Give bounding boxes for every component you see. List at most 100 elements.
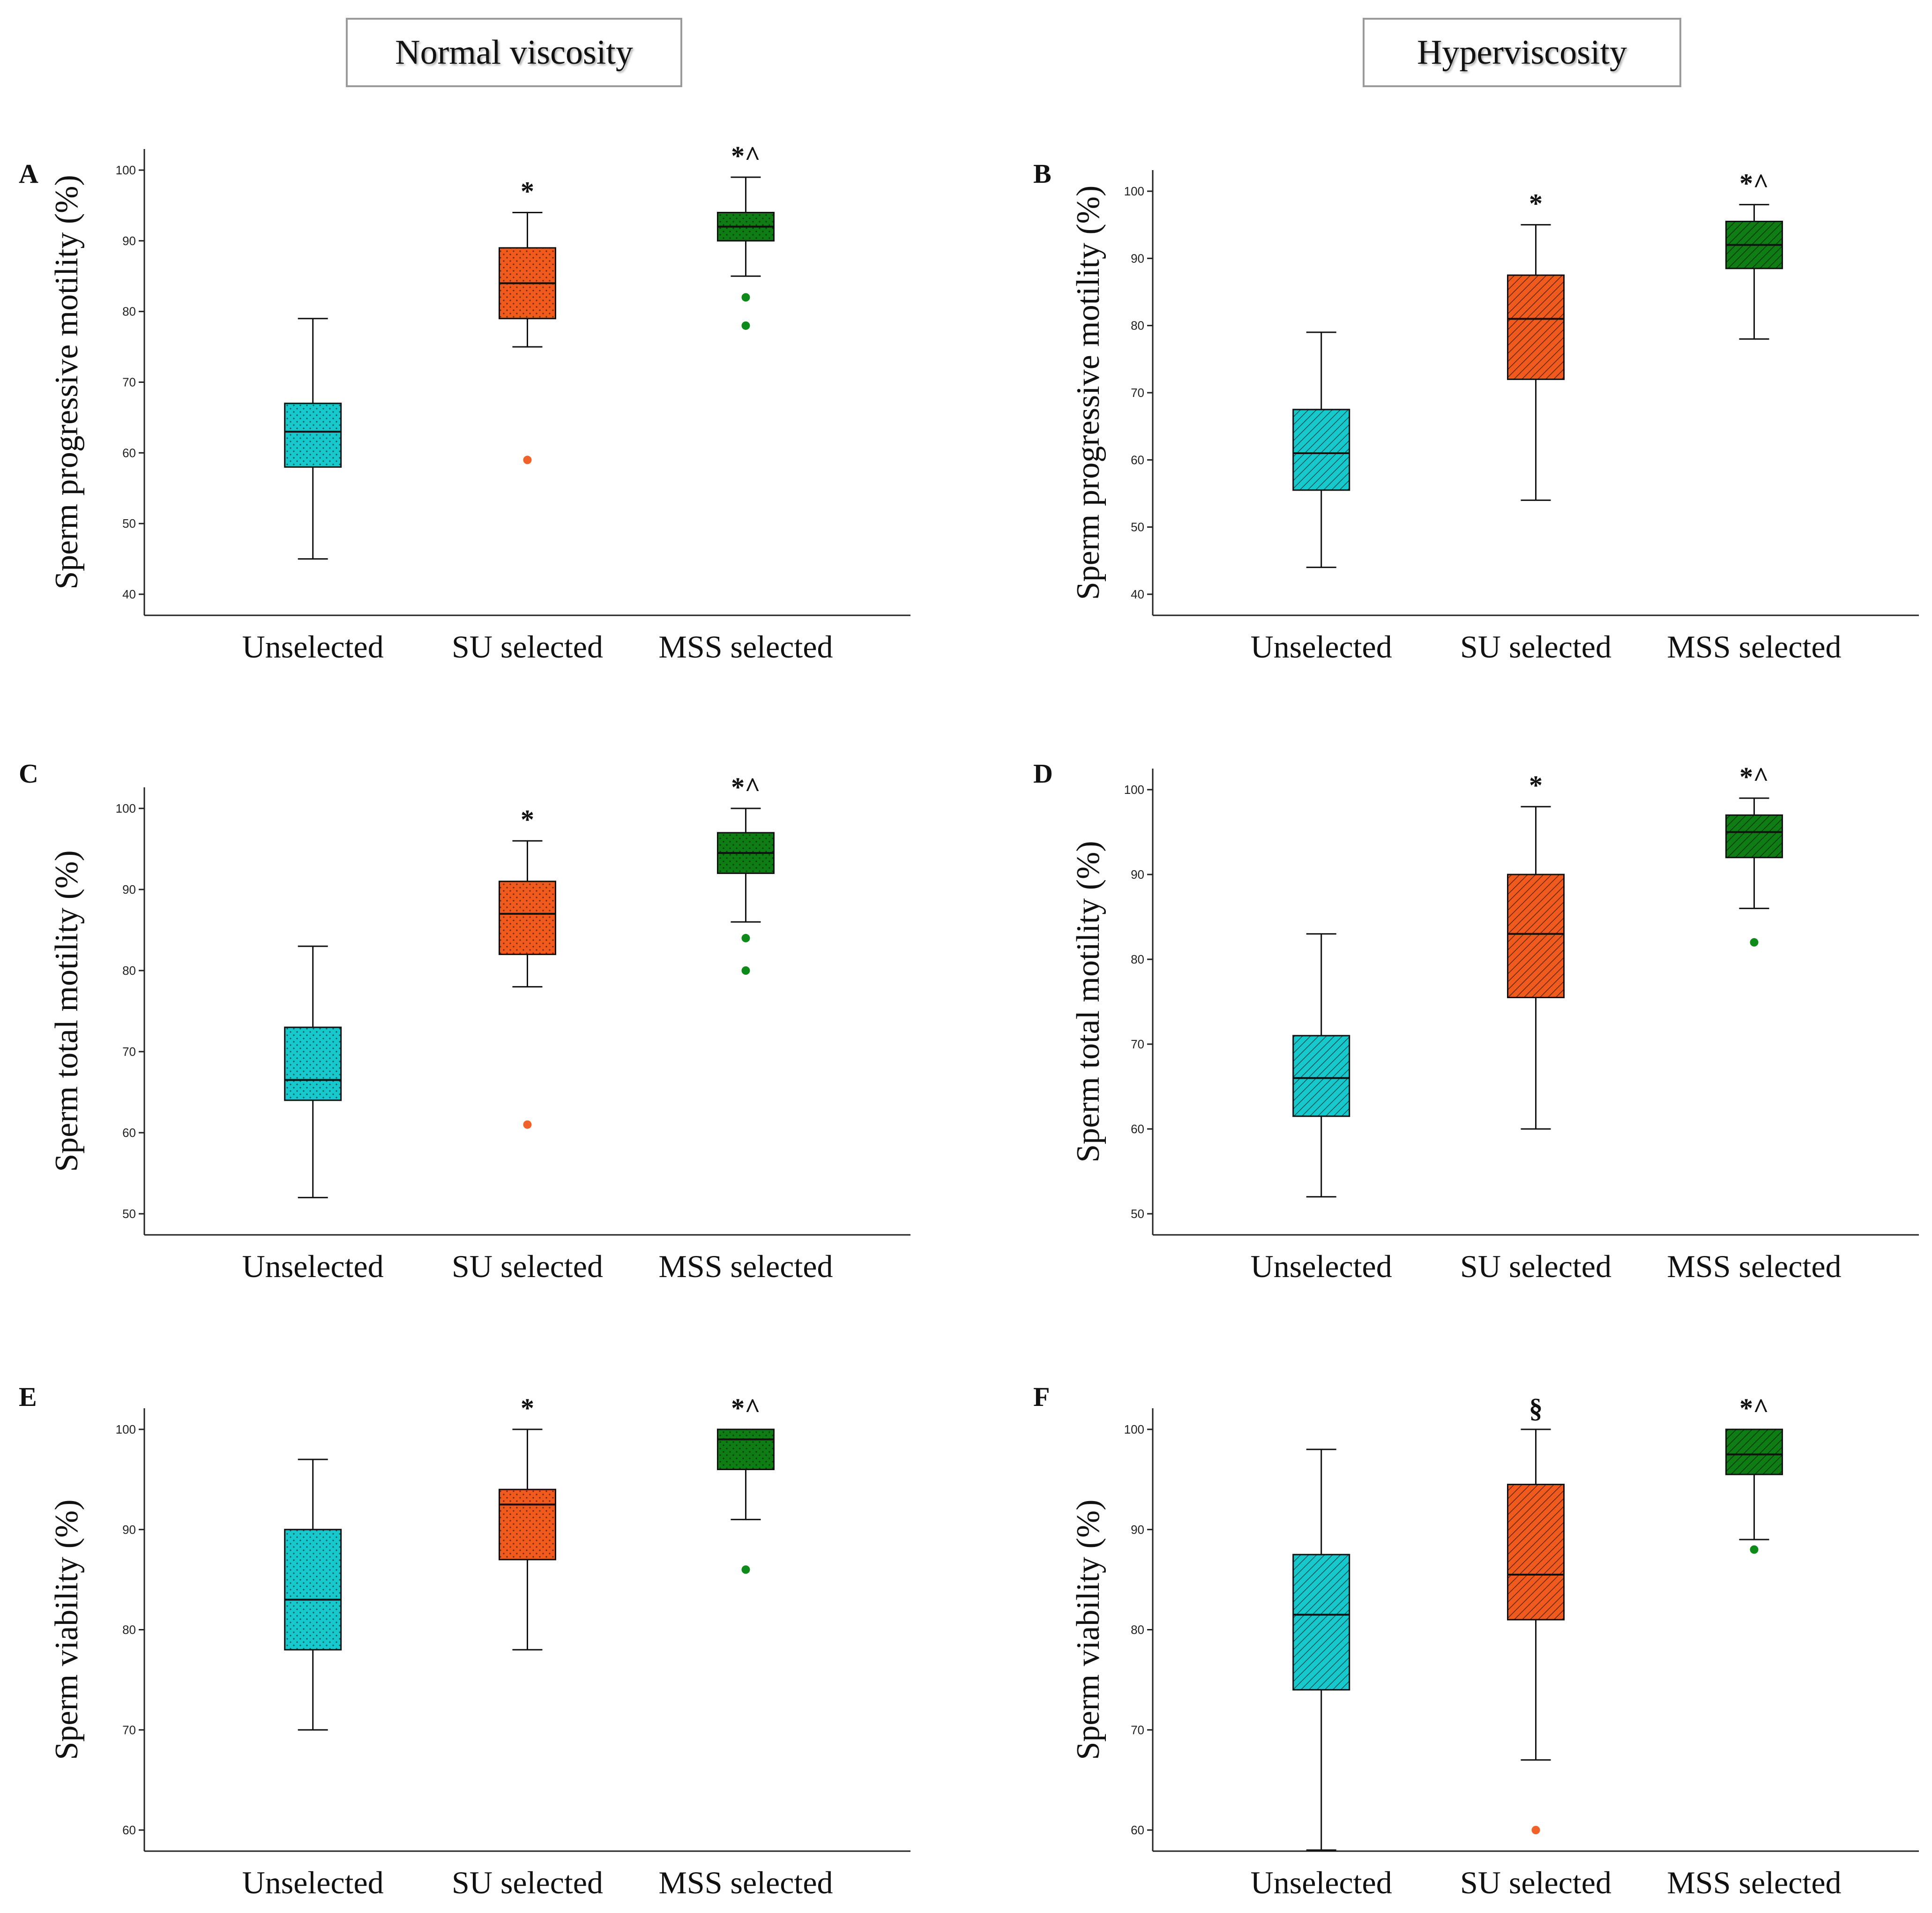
y-tick-label-b: 40 xyxy=(1131,587,1144,601)
outlier-c-mss-selected xyxy=(741,966,750,975)
significance-mark-a-su-selected: * xyxy=(521,176,534,207)
significance-mark-a-mss-selected: *^ xyxy=(731,141,761,171)
y-tick-label-f: 90 xyxy=(1131,1523,1144,1537)
y-tick-label-d: 80 xyxy=(1131,952,1144,966)
x-tick-label-c-su-selected: SU selected xyxy=(452,1248,603,1284)
y-tick-label-b: 90 xyxy=(1131,251,1144,265)
y-tick-label-d: 100 xyxy=(1124,783,1144,797)
box-pattern-f-unselected xyxy=(1293,1554,1350,1690)
panel-label-e: E xyxy=(19,1382,37,1412)
y-tick-label-c: 60 xyxy=(122,1126,136,1140)
column-header-normal-viscosity: Normal viscosity xyxy=(346,18,682,87)
x-tick-label-c-mss-selected: MSS selected xyxy=(658,1248,833,1284)
y-tick-label-c: 90 xyxy=(122,882,136,897)
y-tick-label-a: 50 xyxy=(122,516,136,531)
y-tick-label-b: 50 xyxy=(1131,520,1144,534)
significance-mark-f-su-selected: § xyxy=(1529,1393,1543,1423)
x-tick-label-d-unselected: Unselected xyxy=(1251,1248,1392,1284)
significance-mark-d-su-selected: * xyxy=(1529,770,1543,800)
x-tick-label-a-mss-selected: MSS selected xyxy=(658,629,833,665)
x-tick-label-a-su-selected: SU selected xyxy=(452,629,603,665)
y-tick-label-a: 80 xyxy=(122,305,136,319)
outlier-c-su-selected xyxy=(523,1120,532,1129)
box-pattern-b-unselected xyxy=(1293,409,1350,490)
outlier-f-mss-selected xyxy=(1750,1545,1759,1554)
y-tick-label-a: 100 xyxy=(116,163,136,177)
y-tick-label-e: 80 xyxy=(122,1623,136,1637)
y-tick-label-d: 60 xyxy=(1131,1122,1144,1136)
y-tick-label-a: 70 xyxy=(122,375,136,389)
outlier-a-mss-selected xyxy=(741,321,750,330)
x-tick-label-b-mss-selected: MSS selected xyxy=(1667,629,1841,665)
box-pattern-e-unselected xyxy=(284,1529,341,1650)
x-tick-label-b-unselected: Unselected xyxy=(1251,629,1392,665)
significance-mark-e-mss-selected: *^ xyxy=(731,1393,761,1423)
box-pattern-d-mss-selected xyxy=(1726,815,1783,858)
x-tick-label-d-mss-selected: MSS selected xyxy=(1667,1248,1841,1284)
y-tick-label-f: 70 xyxy=(1131,1723,1144,1737)
y-tick-label-f: 60 xyxy=(1131,1823,1144,1837)
y-tick-label-c: 50 xyxy=(122,1207,136,1221)
significance-mark-b-mss-selected: *^ xyxy=(1739,168,1769,199)
significance-mark-f-mss-selected: *^ xyxy=(1739,1393,1769,1423)
x-tick-label-e-mss-selected: MSS selected xyxy=(658,1865,833,1900)
box-pattern-c-su-selected xyxy=(499,881,556,955)
y-tick-label-b: 60 xyxy=(1131,453,1144,467)
y-tick-label-e: 100 xyxy=(116,1422,136,1436)
y-tick-label-e: 70 xyxy=(122,1723,136,1737)
x-tick-label-e-su-selected: SU selected xyxy=(452,1865,603,1900)
box-pattern-b-su-selected xyxy=(1507,275,1564,380)
box-pattern-f-su-selected xyxy=(1507,1484,1564,1620)
significance-mark-b-su-selected: * xyxy=(1529,188,1543,219)
outlier-e-mss-selected xyxy=(741,1565,750,1574)
panel-label-d: D xyxy=(1033,758,1053,789)
panel-label-c: C xyxy=(19,758,38,789)
column-header-hyperviscosity: Hyperviscosity xyxy=(1363,18,1681,87)
box-pattern-e-mss-selected xyxy=(717,1429,774,1470)
outlier-a-su-selected xyxy=(523,456,532,464)
panel-label-a: A xyxy=(19,158,38,189)
outlier-c-mss-selected xyxy=(741,934,750,942)
y-tick-label-a: 60 xyxy=(122,446,136,460)
y-axis-title-a: Sperm progressive motility (%) xyxy=(49,175,85,590)
panel-label-b: B xyxy=(1033,158,1052,189)
x-tick-label-f-mss-selected: MSS selected xyxy=(1667,1865,1841,1900)
box-pattern-d-su-selected xyxy=(1507,874,1564,998)
y-tick-label-e: 60 xyxy=(122,1823,136,1837)
significance-mark-e-su-selected: * xyxy=(521,1393,534,1423)
y-axis-title-e: Sperm viability (%) xyxy=(49,1499,85,1760)
significance-mark-c-mss-selected: *^ xyxy=(731,772,761,802)
outlier-f-su-selected xyxy=(1531,1826,1540,1834)
x-tick-label-e-unselected: Unselected xyxy=(242,1865,384,1900)
significance-mark-d-mss-selected: *^ xyxy=(1739,762,1769,792)
y-tick-label-d: 70 xyxy=(1131,1037,1144,1051)
x-tick-label-c-unselected: Unselected xyxy=(242,1248,384,1284)
y-tick-label-b: 70 xyxy=(1131,386,1144,400)
y-axis-title-f: Sperm viability (%) xyxy=(1070,1499,1106,1760)
box-pattern-d-unselected xyxy=(1293,1035,1350,1116)
x-tick-label-f-su-selected: SU selected xyxy=(1460,1865,1611,1900)
x-tick-label-a-unselected: Unselected xyxy=(242,629,384,665)
y-axis-title-d: Sperm total motility (%) xyxy=(1070,841,1106,1162)
y-tick-label-b: 80 xyxy=(1131,319,1144,333)
y-axis-title-b: Sperm progressive motility (%) xyxy=(1070,186,1106,600)
y-tick-label-f: 80 xyxy=(1131,1623,1144,1637)
y-tick-label-a: 40 xyxy=(122,587,136,601)
box-pattern-a-unselected xyxy=(284,403,341,467)
y-tick-label-a: 90 xyxy=(122,234,136,248)
y-tick-label-f: 100 xyxy=(1124,1422,1144,1436)
x-tick-label-f-unselected: Unselected xyxy=(1251,1865,1392,1900)
x-tick-label-d-su-selected: SU selected xyxy=(1460,1248,1611,1284)
y-axis-title-c: Sperm total motility (%) xyxy=(49,850,85,1172)
y-tick-label-c: 80 xyxy=(122,964,136,978)
significance-mark-c-su-selected: * xyxy=(521,804,534,835)
y-tick-label-d: 90 xyxy=(1131,867,1144,882)
y-tick-label-c: 70 xyxy=(122,1045,136,1059)
y-tick-label-e: 90 xyxy=(122,1523,136,1537)
outlier-a-mss-selected xyxy=(741,293,750,302)
y-tick-label-c: 100 xyxy=(116,801,136,815)
box-pattern-c-unselected xyxy=(284,1027,341,1100)
panel-label-f: F xyxy=(1033,1382,1050,1412)
